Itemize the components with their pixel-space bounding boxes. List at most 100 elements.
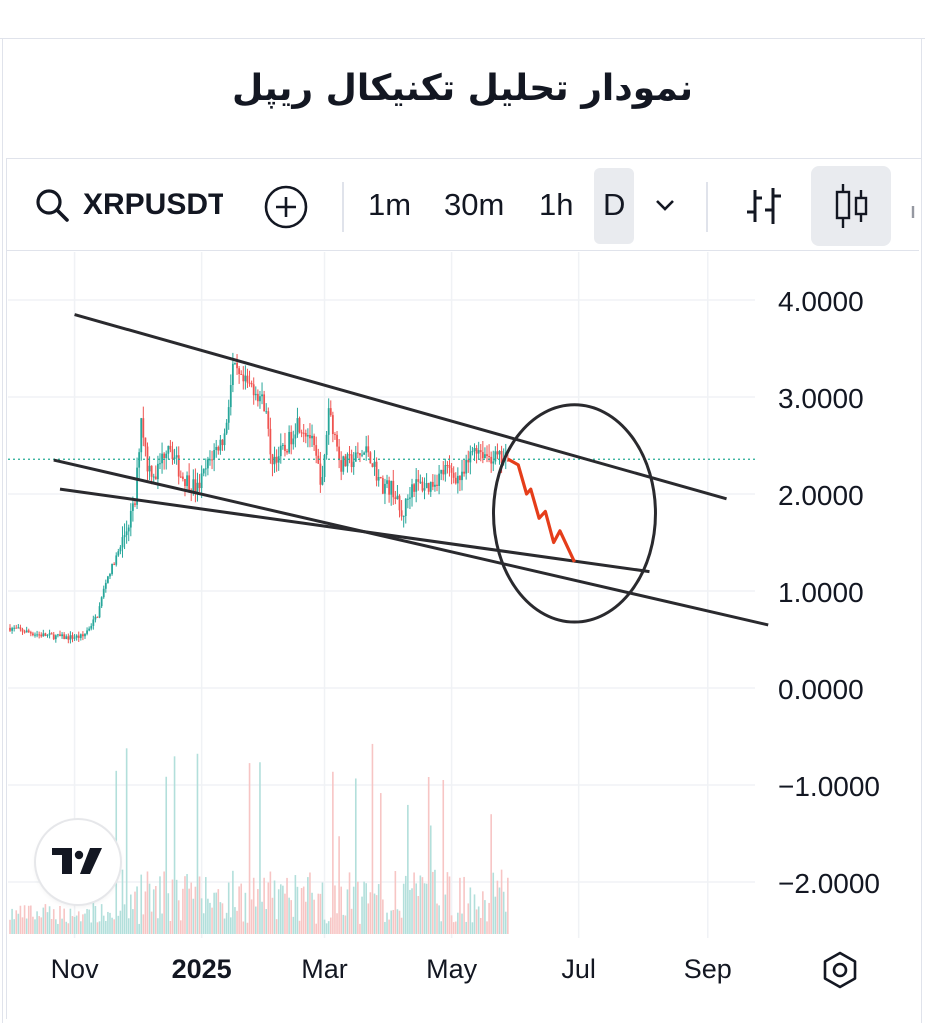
- candle-body: [125, 531, 128, 536]
- interval-dropdown-chevron-icon[interactable]: [653, 195, 677, 215]
- volume-bar: [219, 902, 222, 934]
- last-price-badge: 2.3584: [773, 443, 863, 475]
- candle-body: [25, 630, 28, 633]
- interval-d-button[interactable]: D: [603, 187, 626, 222]
- candles-chart-type-button[interactable]: [811, 166, 891, 246]
- candle-body: [79, 634, 82, 638]
- candle-body: [296, 418, 299, 435]
- candle-body: [338, 446, 341, 461]
- candle-body: [425, 483, 428, 489]
- volume-bar: [146, 871, 149, 934]
- volume-bar: [34, 919, 36, 934]
- volume-bar: [234, 907, 236, 934]
- volume-bar: [271, 897, 274, 934]
- candle-body: [319, 463, 322, 485]
- volume-bar: [94, 906, 97, 934]
- candle-body: [65, 636, 68, 640]
- candle-body: [146, 446, 149, 472]
- search-icon[interactable]: [33, 186, 73, 226]
- candle-body: [356, 452, 359, 454]
- symbol-search-button[interactable]: XRPUSDT: [83, 188, 223, 221]
- volume-bar: [442, 780, 445, 934]
- volume-bar: [100, 904, 103, 934]
- volume-bar: [90, 922, 93, 934]
- volume-bar: [17, 913, 20, 934]
- volume-bar: [236, 910, 238, 934]
- volume-bar: [67, 923, 70, 934]
- volume-bar: [300, 888, 303, 934]
- candle-body: [279, 445, 282, 457]
- volume-bar: [296, 886, 299, 934]
- candle-body: [442, 469, 445, 475]
- trendline: [74, 313, 727, 501]
- volume-bar: [498, 887, 501, 934]
- volume-bar: [225, 912, 228, 934]
- volume-bar: [48, 906, 51, 934]
- candle-body: [379, 477, 382, 479]
- interval-1m-button[interactable]: 1m: [368, 187, 412, 222]
- volume-bar: [36, 911, 38, 934]
- volume-bar: [105, 920, 107, 934]
- volume-bar: [73, 916, 76, 934]
- candle-body: [134, 503, 136, 505]
- bar-chart-type-icon[interactable]: [741, 184, 785, 228]
- volume-bar: [421, 877, 424, 934]
- settings-icon[interactable]: [820, 950, 860, 990]
- x-axis-tick-label: Sep: [684, 954, 732, 984]
- candle-body: [167, 445, 170, 454]
- candle-body: [294, 434, 297, 439]
- candle-body: [434, 484, 436, 487]
- candle-body: [196, 482, 199, 492]
- candle-body: [61, 634, 63, 637]
- volume-bar: [450, 915, 453, 934]
- volume-bar: [21, 917, 24, 934]
- volume-bar: [319, 893, 322, 934]
- volume-bar: [23, 905, 26, 934]
- panel-top-border: [0, 38, 925, 39]
- volume-bar: [198, 876, 201, 934]
- candle-body: [402, 516, 405, 518]
- volume-bar: [384, 921, 386, 934]
- candle-body: [281, 444, 284, 446]
- volume-bar: [315, 923, 318, 934]
- volume-bar: [182, 888, 184, 934]
- more-toolbar-icon[interactable]: [908, 200, 918, 220]
- volume-bar: [169, 920, 172, 934]
- candle-body: [259, 396, 261, 402]
- candle-body: [498, 450, 501, 455]
- volume-bar: [142, 914, 145, 934]
- chart-widget: [6, 158, 922, 1019]
- volume-bar: [44, 904, 47, 934]
- volume-bar: [188, 888, 190, 934]
- candle-body: [131, 503, 134, 511]
- tradingview-logo[interactable]: [36, 820, 120, 904]
- candle-body: [421, 481, 424, 491]
- candle-body: [217, 446, 220, 451]
- candle-body: [204, 468, 207, 470]
- candle-body: [159, 463, 161, 465]
- candle-body: [344, 456, 347, 467]
- candle-body: [102, 588, 105, 598]
- candle-body: [23, 631, 26, 633]
- candle-body: [298, 418, 301, 433]
- x-axis-tick-label: Mar: [301, 954, 348, 984]
- candle-body: [42, 633, 45, 637]
- volume-bar: [446, 872, 449, 934]
- x-axis-tick-label: May: [426, 954, 478, 984]
- volume-bar: [311, 892, 313, 934]
- volume-bar: [492, 872, 495, 934]
- candle-body: [479, 450, 482, 453]
- candle-body: [169, 445, 172, 450]
- volume-bar: [379, 793, 382, 934]
- interval-1h-button[interactable]: 1h: [539, 187, 574, 222]
- volume-bar: [413, 872, 415, 934]
- volume-bar: [86, 908, 88, 934]
- candle-body: [494, 451, 497, 462]
- volume-bar: [334, 885, 336, 934]
- candle-body: [375, 461, 378, 481]
- candle-body: [427, 483, 430, 492]
- add-symbol-icon[interactable]: [263, 184, 309, 230]
- interval-30m-button[interactable]: 30m: [444, 187, 505, 222]
- candle-body: [227, 407, 230, 423]
